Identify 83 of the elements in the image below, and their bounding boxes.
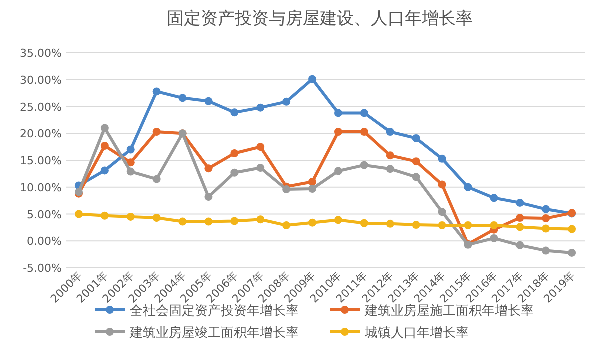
point [412, 221, 420, 229]
point [360, 219, 368, 228]
point [256, 164, 265, 172]
point [438, 154, 446, 163]
point [152, 128, 161, 136]
point [204, 218, 213, 226]
point [334, 167, 342, 176]
point [152, 88, 161, 96]
point [386, 152, 394, 160]
point [490, 234, 498, 242]
point [516, 198, 524, 207]
y-tick-label: 35.00% [20, 47, 62, 60]
point [126, 212, 135, 221]
point [230, 217, 239, 226]
legend-label: 全社会固定资产投资年增长率 [130, 303, 299, 319]
point [360, 128, 368, 136]
y-tick-label: -5.00% [23, 262, 62, 275]
point [334, 216, 342, 224]
point [126, 168, 135, 176]
point [204, 193, 213, 202]
point [490, 194, 498, 202]
point [334, 128, 342, 136]
point [360, 109, 368, 118]
point [464, 183, 472, 192]
point [516, 223, 524, 232]
point [308, 184, 317, 193]
chart-title: 固定资产投资与房屋建设、人口年增长率 [167, 9, 473, 29]
point [204, 164, 213, 173]
y-tick-label: 10.00% [20, 181, 62, 194]
point [308, 75, 317, 84]
point [256, 104, 265, 112]
point [178, 218, 187, 226]
point [178, 94, 187, 102]
point [100, 142, 109, 150]
y-tick-label: 30.00% [20, 74, 62, 87]
point [438, 222, 446, 230]
point [438, 180, 446, 189]
point [152, 175, 161, 184]
point [334, 109, 342, 118]
point [126, 146, 135, 154]
point [282, 186, 291, 194]
point [256, 143, 265, 152]
point [126, 158, 135, 167]
point [360, 161, 368, 170]
point [100, 166, 109, 175]
y-tick-label: 25.00% [20, 100, 62, 114]
point [386, 128, 394, 136]
point [386, 165, 394, 174]
point [542, 224, 550, 233]
point [464, 222, 472, 230]
point [308, 178, 317, 186]
legend-label: 城镇人口年增长率 [364, 325, 469, 341]
point [542, 246, 550, 255]
point [74, 210, 83, 218]
point [516, 241, 524, 250]
point [568, 248, 576, 257]
point [230, 168, 239, 177]
point [100, 212, 109, 220]
point [230, 108, 239, 117]
point [542, 205, 550, 214]
point [412, 134, 420, 142]
point [542, 214, 550, 223]
point [412, 158, 420, 166]
point [412, 173, 420, 182]
point [516, 214, 524, 222]
y-tick-label: 15.00% [20, 154, 62, 168]
point [230, 150, 239, 158]
point [386, 220, 394, 228]
legend-label: 建筑业房屋施工面积年增长率 [364, 303, 534, 319]
point [100, 124, 109, 132]
point [568, 225, 576, 234]
y-tick-label: 5.00% [27, 208, 62, 222]
legend-label: 建筑业房屋竣工面积年增长率 [129, 325, 299, 341]
point [308, 218, 317, 227]
point [256, 216, 265, 224]
point [490, 222, 498, 230]
point [438, 208, 446, 216]
y-tick-label: 20.00% [20, 128, 62, 141]
point [282, 222, 291, 230]
point [282, 98, 291, 106]
point [152, 214, 161, 222]
y-tick-label: 0.00% [27, 235, 62, 248]
point [204, 97, 213, 106]
